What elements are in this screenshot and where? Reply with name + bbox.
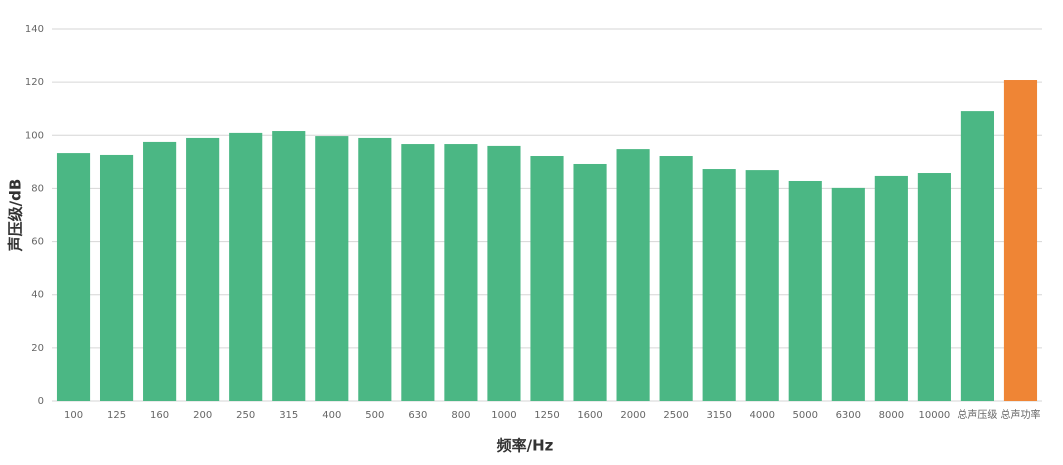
bar xyxy=(487,145,521,401)
x-tick-label: 总声压级 xyxy=(957,408,997,421)
bar xyxy=(315,136,349,401)
y-tick-label: 120 xyxy=(25,77,44,88)
x-tick-label: 125 xyxy=(107,410,126,421)
x-tick-label: 2000 xyxy=(620,410,645,421)
x-tick-label: 4000 xyxy=(749,410,774,421)
bar xyxy=(788,180,822,401)
x-tick-label: 400 xyxy=(322,410,341,421)
bar xyxy=(444,144,478,401)
bar xyxy=(186,137,220,401)
x-tick-label: 630 xyxy=(408,410,427,421)
bar xyxy=(573,163,607,401)
bar xyxy=(745,170,779,401)
bar xyxy=(831,187,865,401)
bar xyxy=(272,131,306,401)
y-tick-label: 0 xyxy=(38,396,44,407)
x-tick-label: 315 xyxy=(279,410,298,421)
bar xyxy=(960,111,995,401)
x-tick-label: 8000 xyxy=(879,410,904,421)
x-tick-label: 2500 xyxy=(663,410,688,421)
y-axis-title: 声压级/dB xyxy=(7,179,25,253)
y-tick-label: 40 xyxy=(31,290,44,301)
x-tick-label: 200 xyxy=(193,410,212,421)
x-tick-label: 800 xyxy=(451,410,470,421)
bar xyxy=(874,175,908,401)
x-tick-label: 1250 xyxy=(534,410,559,421)
y-tick-label: 80 xyxy=(31,183,44,194)
y-tick-label: 20 xyxy=(31,343,44,354)
bar xyxy=(659,156,693,401)
bar xyxy=(1003,80,1038,401)
y-tick-label: 140 xyxy=(25,24,44,35)
y-tick-label: 100 xyxy=(25,130,44,141)
y-tick-label: 60 xyxy=(31,237,44,248)
x-tick-label: 500 xyxy=(365,410,384,421)
x-tick-label: 3150 xyxy=(706,410,731,421)
bar xyxy=(99,154,134,401)
bar xyxy=(530,156,564,401)
bar xyxy=(616,149,650,401)
bar xyxy=(917,173,951,401)
bar xyxy=(702,169,736,401)
x-tick-label: 100 xyxy=(64,410,83,421)
bar xyxy=(229,132,263,401)
x-axis-title: 频率/Hz xyxy=(497,437,554,455)
x-tick-label: 1600 xyxy=(577,410,602,421)
x-tick-label: 250 xyxy=(236,410,255,421)
bar xyxy=(143,141,177,401)
x-tick-label: 160 xyxy=(150,410,169,421)
bar xyxy=(56,153,91,401)
bar xyxy=(401,144,435,401)
bar xyxy=(358,137,392,401)
x-tick-label: 5000 xyxy=(793,410,818,421)
x-tick-label: 总声功率 xyxy=(1000,408,1040,421)
x-tick-label: 1000 xyxy=(491,410,516,421)
x-tick-label: 10000 xyxy=(918,410,950,421)
x-tick-label: 6300 xyxy=(836,410,861,421)
